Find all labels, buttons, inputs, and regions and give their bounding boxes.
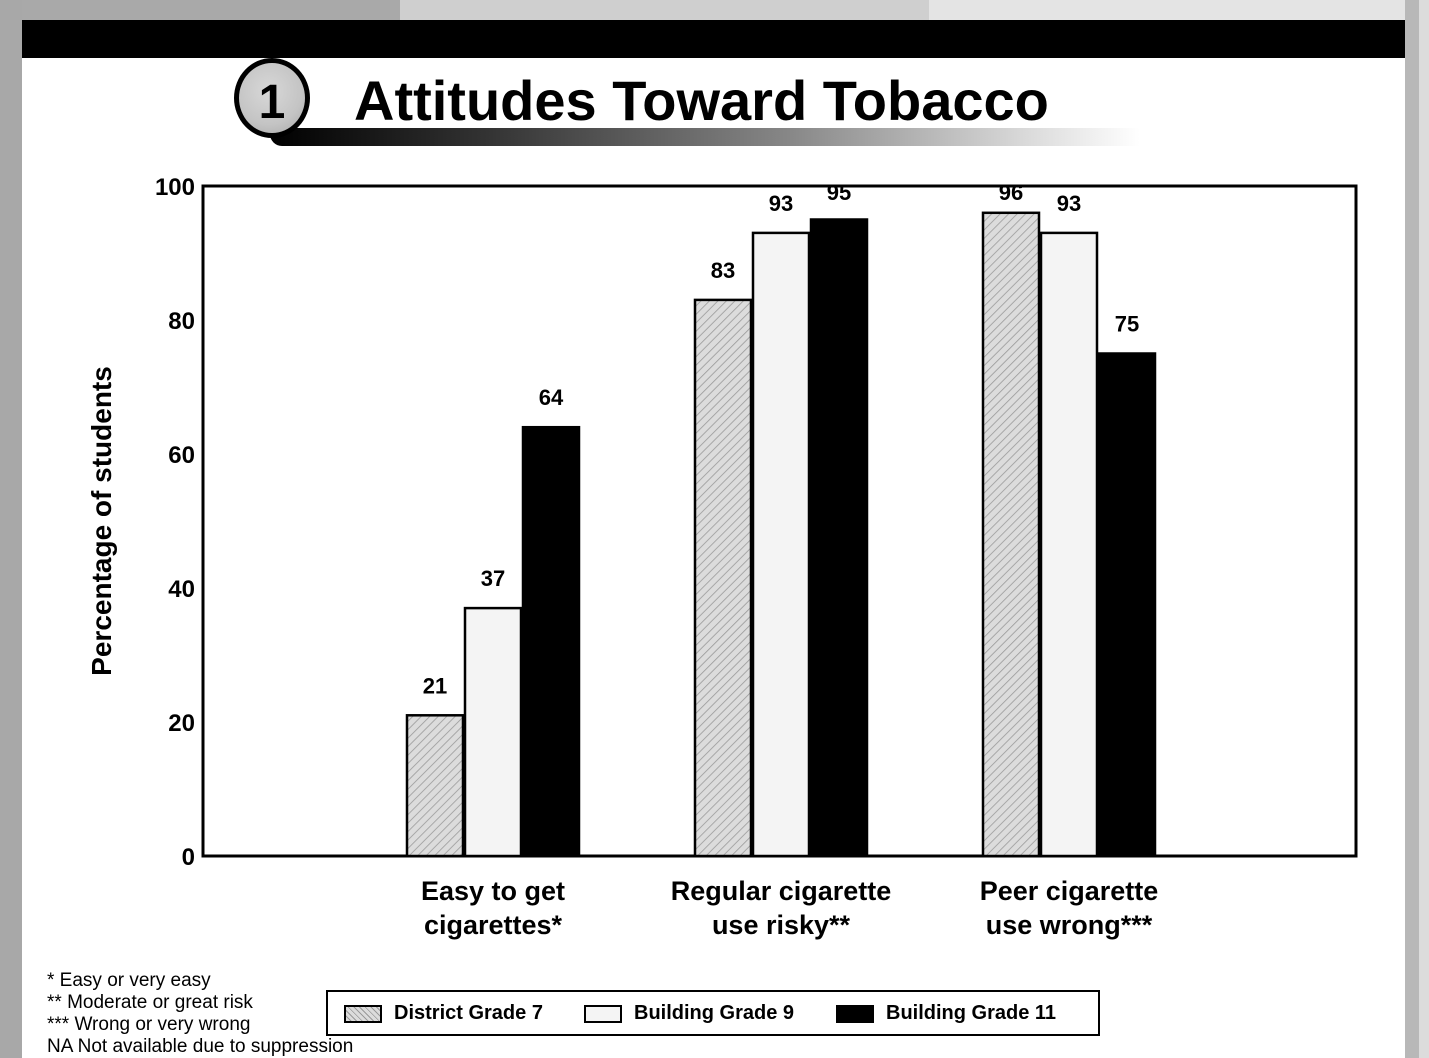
y-tick-label: 0 — [182, 844, 195, 871]
data-label: 93 — [769, 191, 793, 216]
bar-district-grade-7 — [407, 715, 463, 856]
data-label: 21 — [423, 673, 447, 698]
legend-item-district-grade-7: District Grade 7 — [344, 1002, 543, 1025]
x-category-label: use risky** — [712, 910, 851, 940]
y-tick-label: 20 — [168, 710, 195, 737]
legend-label: Building Grade 9 — [634, 1002, 794, 1025]
y-tick-label: 40 — [168, 576, 195, 603]
bar-building-grade-9 — [465, 608, 521, 856]
data-label: 93 — [1057, 191, 1081, 216]
bar-building-grade-11 — [811, 220, 867, 857]
data-label: 64 — [539, 385, 564, 410]
x-category-label: Peer cigarette — [980, 876, 1159, 906]
legend-label: District Grade 7 — [394, 1002, 543, 1025]
bar-building-grade-9 — [753, 233, 809, 856]
footnotes: * Easy or very easy ** Moderate or great… — [47, 970, 353, 1058]
x-category-label: use wrong*** — [986, 910, 1153, 940]
x-category-label: Regular cigarette — [671, 876, 892, 906]
footnote-4: NA Not available due to suppression — [47, 1036, 353, 1058]
data-label: 75 — [1115, 312, 1139, 337]
legend-swatch-black — [836, 1005, 874, 1023]
legend-label: Building Grade 11 — [886, 1002, 1056, 1025]
legend-item-building-grade-11: Building Grade 11 — [836, 1002, 1056, 1025]
y-tick-label: 60 — [168, 442, 195, 469]
y-tick-label: 80 — [168, 308, 195, 335]
data-label: 96 — [999, 180, 1023, 205]
legend-swatch-light — [584, 1005, 622, 1023]
x-category-label: Easy to get — [421, 876, 565, 906]
bar-building-grade-9 — [1041, 233, 1097, 856]
footnote-2: ** Moderate or great risk — [47, 992, 353, 1014]
bar-district-grade-7 — [695, 300, 751, 856]
bar-building-grade-11 — [1099, 354, 1155, 857]
x-category-label: cigarettes* — [424, 910, 563, 940]
data-label: 83 — [711, 258, 735, 283]
bar-district-grade-7 — [983, 213, 1039, 856]
bar-building-grade-11 — [523, 427, 579, 856]
data-label: 37 — [481, 566, 505, 591]
chart-legend: District Grade 7 Building Grade 9 Buildi… — [326, 990, 1100, 1036]
footnote-3: *** Wrong or very wrong — [47, 1014, 353, 1036]
data-label: 95 — [827, 180, 851, 205]
legend-item-building-grade-9: Building Grade 9 — [584, 1002, 794, 1025]
y-axis-label: Percentage of students — [86, 366, 117, 676]
legend-swatch-hatched — [344, 1005, 382, 1023]
footnote-1: * Easy or very easy — [47, 970, 353, 992]
y-tick-label: 100 — [155, 174, 195, 201]
